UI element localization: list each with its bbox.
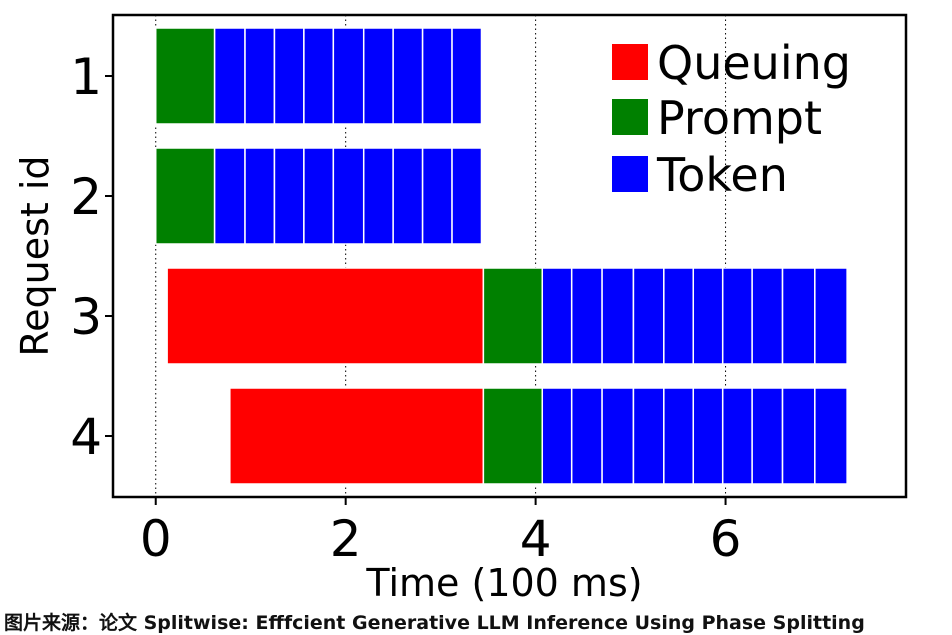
- token-bar-req-2-5: [333, 148, 363, 244]
- token-bar-req-3-9: [783, 268, 815, 364]
- token-bar-req-4-10: [815, 388, 847, 484]
- prompt-bar-req-3: [483, 268, 542, 364]
- token-bar-req-1-9: [452, 28, 481, 124]
- token-bar-req-3-3: [602, 268, 633, 364]
- token-bar-req-2-2: [245, 148, 274, 244]
- token-bar-req-3-4: [633, 268, 663, 364]
- token-bar-req-4-5: [664, 388, 693, 484]
- x-axis-ticks: 0 2 4 6: [140, 497, 742, 568]
- token-bar-req-3-6: [693, 268, 722, 364]
- y-axis-label: Request id: [13, 155, 57, 356]
- legend-label-queuing: Queuing: [657, 36, 851, 90]
- legend-swatch-prompt: [612, 99, 648, 135]
- legend-swatch-token: [612, 156, 648, 192]
- token-bar-req-4-6: [693, 388, 722, 484]
- token-bar-req-1-8: [423, 28, 452, 124]
- legend-swatch-queuing: [612, 44, 648, 80]
- x-tick-label-2: 2: [330, 510, 362, 568]
- x-axis-label: Time (100 ms): [365, 561, 642, 605]
- token-bar-req-1-2: [245, 28, 274, 124]
- token-bar-req-2-7: [393, 148, 422, 244]
- token-bar-req-2-9: [452, 148, 481, 244]
- prompt-bar-req-2: [156, 148, 215, 244]
- token-bar-req-1-7: [393, 28, 422, 124]
- queuing-bar-req-3: [167, 268, 483, 364]
- token-bar-req-3-7: [723, 268, 752, 364]
- token-bar-req-4-8: [752, 388, 782, 484]
- y-tick-label-2: 2: [70, 168, 102, 226]
- token-bar-req-3-2: [572, 268, 602, 364]
- figure-caption: 图片来源：论文 Splitwise: Efffcient Generative …: [4, 608, 948, 635]
- token-bar-req-4-7: [723, 388, 752, 484]
- token-bar-req-4-4: [633, 388, 663, 484]
- token-bar-req-2-6: [364, 148, 393, 244]
- token-bar-req-2-4: [304, 148, 333, 244]
- prompt-bar-req-4: [483, 388, 542, 484]
- token-bar-req-2-3: [274, 148, 303, 244]
- y-tick-label-3: 3: [70, 288, 102, 346]
- y-tick-label-4: 4: [70, 408, 102, 466]
- x-tick-label-4: 4: [520, 510, 552, 568]
- token-bar-req-4-1: [542, 388, 571, 484]
- token-bar-req-4-2: [572, 388, 602, 484]
- y-tick-label-1: 1: [70, 48, 102, 106]
- x-tick-label-6: 6: [710, 510, 742, 568]
- legend-label-prompt: Prompt: [657, 91, 822, 145]
- legend-label-token: Token: [656, 148, 788, 202]
- gantt-chart: 0 2 4 6 1 2 3 4 Time (100 ms) Request id Queui…: [0, 0, 952, 608]
- queuing-bar-req-4: [230, 388, 484, 484]
- token-bar-req-2-1: [215, 148, 245, 244]
- token-bar-req-3-8: [752, 268, 782, 364]
- token-bar-req-2-8: [423, 148, 452, 244]
- y-axis-ticks: 1 2 3 4: [70, 48, 113, 466]
- token-bar-req-1-3: [274, 28, 303, 124]
- token-bar-req-1-1: [215, 28, 245, 124]
- x-tick-label-0: 0: [140, 510, 172, 568]
- token-bar-req-1-5: [333, 28, 363, 124]
- token-bar-req-1-4: [304, 28, 333, 124]
- token-bar-req-3-1: [542, 268, 571, 364]
- token-bar-req-4-9: [783, 388, 815, 484]
- token-bar-req-3-10: [815, 268, 847, 364]
- token-bar-req-4-3: [602, 388, 633, 484]
- token-bar-req-1-6: [364, 28, 393, 124]
- token-bar-req-3-5: [664, 268, 693, 364]
- prompt-bar-req-1: [156, 28, 215, 124]
